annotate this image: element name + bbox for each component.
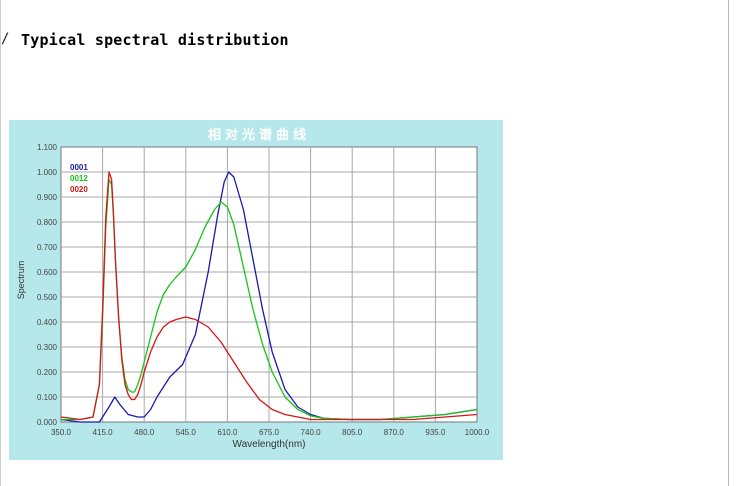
y-tick-label: 0.300 xyxy=(37,343,58,352)
y-axis-label: Spectrum xyxy=(16,261,26,300)
chart-panel: 相对光谱曲线 350.0 415.0 480.0 545.0 610.0 675.0 740… xyxy=(9,120,503,460)
x-tick-label: 740.0 xyxy=(301,428,322,437)
x-tick-label: 935.0 xyxy=(425,428,446,437)
legend-entry-0001: 0001 xyxy=(70,163,88,172)
x-tick-label: 805.0 xyxy=(342,428,363,437)
chart-title: 相对光谱曲线 xyxy=(208,127,310,143)
x-tick-label: 545.0 xyxy=(176,428,197,437)
y-tick-label: 0.800 xyxy=(37,218,58,227)
spectral-chart: 相对光谱曲线 350.0 415.0 480.0 545.0 610.0 675.0 740… xyxy=(16,127,490,450)
tick-labels: 350.0 415.0 480.0 545.0 610.0 675.0 740.0 805.0… xyxy=(37,143,490,437)
section-heading: Typical spectral distribution xyxy=(21,31,289,49)
x-tick-label: 480.0 xyxy=(134,428,155,437)
series-line-0020 xyxy=(60,171,478,421)
y-tick-label: 1.100 xyxy=(37,143,58,152)
x-tick-label: 1000.0 xyxy=(465,428,490,437)
y-tick-label: 0.600 xyxy=(37,268,58,277)
y-tick-label: 1.000 xyxy=(37,168,58,177)
x-tick-label: 415.0 xyxy=(93,428,114,437)
series-lines xyxy=(60,171,478,423)
y-tick-label: 0.900 xyxy=(37,193,58,202)
right-border-line xyxy=(728,0,729,486)
x-tick-label: 610.0 xyxy=(217,428,238,437)
y-tick-label: 0.400 xyxy=(37,318,58,327)
y-tick-label: 0.100 xyxy=(37,393,58,402)
y-tick-label: 0.000 xyxy=(37,418,58,427)
x-tick-label: 350.0 xyxy=(51,428,72,437)
y-tick-label: 0.700 xyxy=(37,243,58,252)
legend: 0001 0012 0020 xyxy=(70,163,88,194)
left-border-line xyxy=(0,0,1,486)
y-tick-label: 0.200 xyxy=(37,368,58,377)
x-axis-label: Wavelength(nm) xyxy=(233,439,306,450)
x-tick-label: 675.0 xyxy=(259,428,280,437)
bullet-mark: / xyxy=(1,31,10,47)
y-tick-label: 0.500 xyxy=(37,293,58,302)
x-tick-label: 870.0 xyxy=(384,428,405,437)
legend-entry-0012: 0012 xyxy=(70,174,88,183)
legend-entry-0020: 0020 xyxy=(70,185,88,194)
